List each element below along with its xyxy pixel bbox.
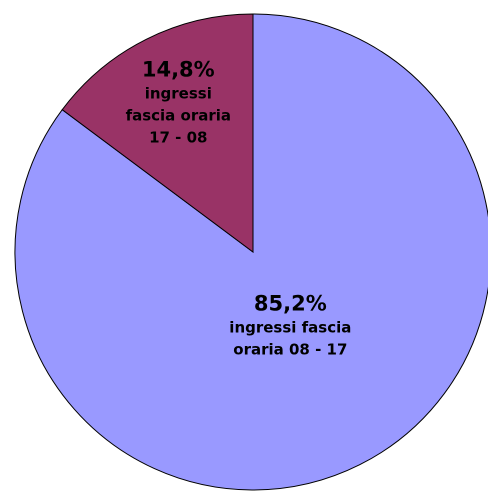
category-label: ingressi fascia oraria 08 - 17 — [229, 318, 352, 359]
pie-slice — [14, 13, 488, 491]
slice-label: 85,2% ingressi fascia oraria 08 - 17 — [208, 292, 373, 361]
category-label: ingressi fascia oraria 17 - 08 — [125, 84, 232, 147]
value-label: 85,2% — [253, 291, 327, 316]
pie-slice — [61, 13, 254, 253]
slice-label: 14,8% ingressi fascia oraria 17 - 08 — [118, 58, 238, 149]
value-label: 14,8% — [141, 57, 215, 82]
